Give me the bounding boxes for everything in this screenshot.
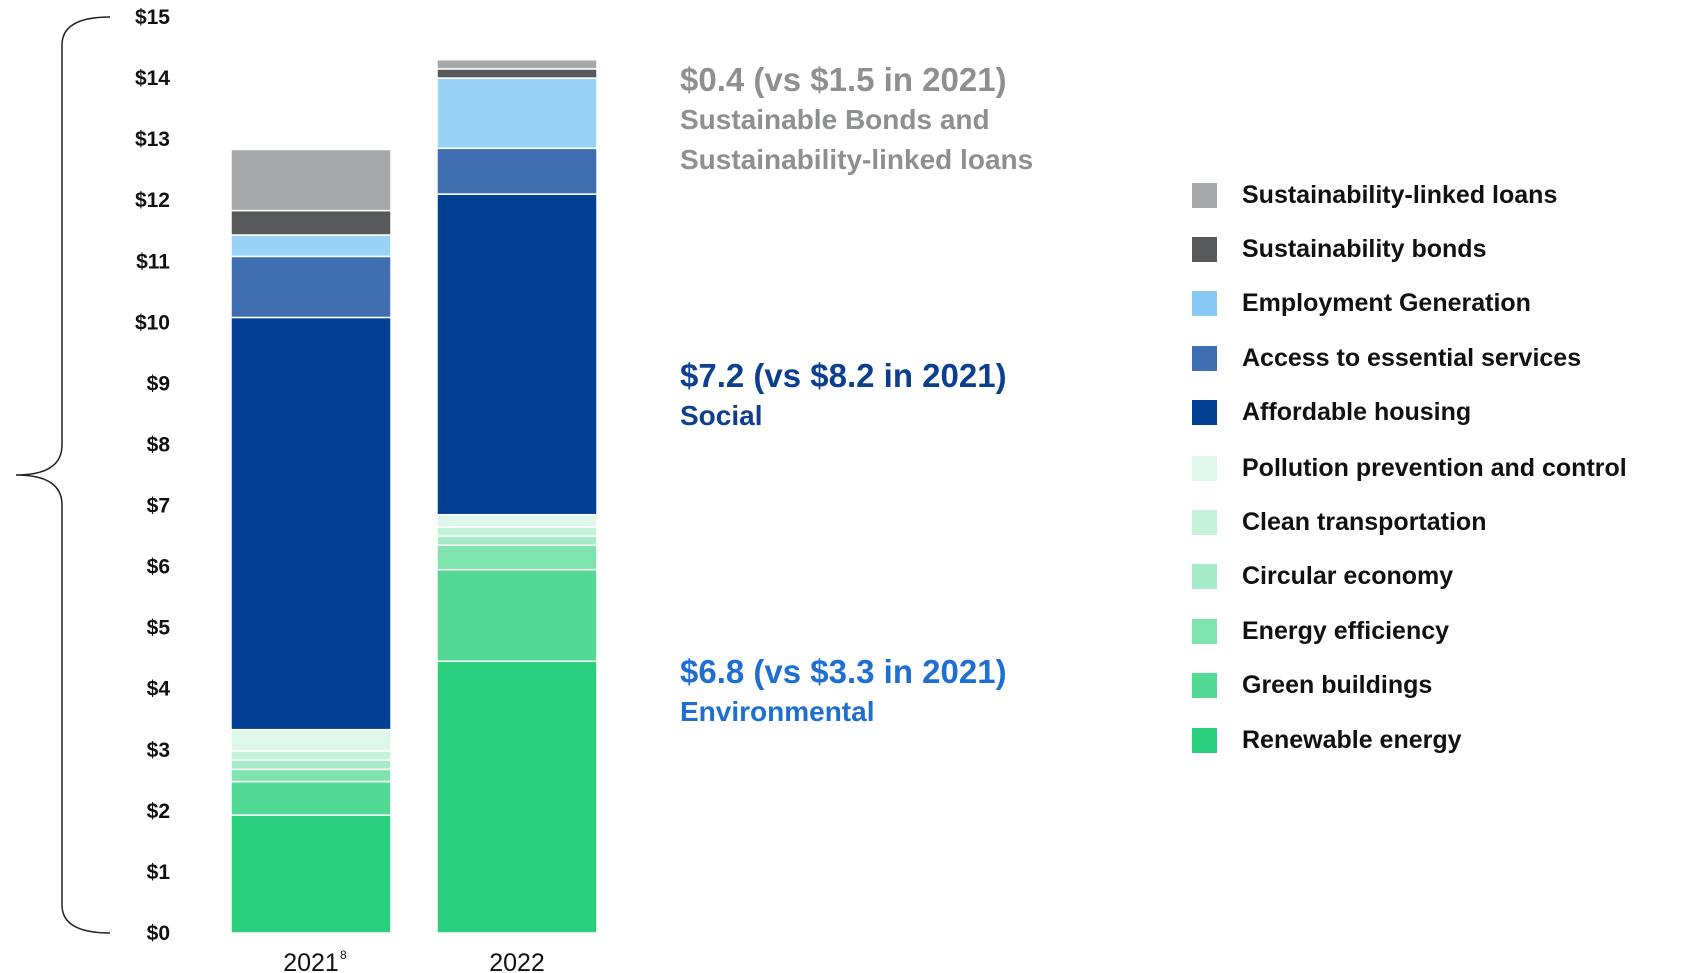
legend-swatch: [1192, 236, 1217, 262]
legend-item-affordable-housing: Affordable housing: [1192, 397, 1471, 427]
legend-swatch: [1192, 618, 1217, 644]
y-tick-label: $6: [147, 556, 170, 579]
bar-segment-renewable-energy-2021: [230, 814, 392, 934]
annotation-sustainable-label-line2: Sustainability-linked loans: [680, 144, 1034, 175]
y-tick-label: $3: [147, 739, 170, 762]
legend-label: Clean transportation: [1242, 507, 1487, 536]
annotation-environmental-label: Environmental: [680, 696, 875, 727]
bar-segment-access-to-essential-services-2022: [436, 147, 598, 195]
bar-segment-circular-economy-2022: [436, 535, 598, 546]
annotation-social-headline: $7.2 (vs $8.2 in 2021): [680, 357, 1007, 394]
bar-segment-sustainability-bonds-2022: [436, 68, 598, 79]
legend-swatch: [1192, 672, 1217, 698]
legend-item-green-buildings: Green buildings: [1192, 670, 1432, 700]
annotation-sustainable: $0.4 (vs $1.5 in 2021) Sustainable Bonds…: [680, 60, 1033, 180]
y-tick-label: $15: [135, 6, 170, 29]
legend-item-access-to-essential-services: Access to essential services: [1192, 343, 1581, 373]
y-tick-label: $8: [147, 433, 171, 456]
legend-label: Sustainability bonds: [1242, 234, 1487, 263]
bar-segment-access-to-essential-services-2021: [230, 255, 392, 319]
y-tick-label: $11: [136, 250, 170, 273]
bar-segment-energy-efficiency-2022: [436, 544, 598, 571]
legend-label: Green buildings: [1242, 670, 1433, 699]
legend-label: Employment Generation: [1242, 288, 1531, 317]
annotation-sustainable-label-line1: Sustainable Bonds and: [680, 104, 990, 135]
y-tick-label: $12: [135, 189, 170, 212]
bar-segment-green-buildings-2021: [230, 780, 392, 816]
bars: [230, 58, 598, 934]
legend-item-sustainability-linked-loans: Sustainability-linked loans: [1192, 180, 1557, 210]
bar-segment-renewable-energy-2022: [436, 660, 598, 934]
legend-item-pollution-prevention-and-control: Pollution prevention and control: [1192, 453, 1627, 483]
total-brace: [15, 16, 111, 934]
bar-segment-employment-generation-2022: [436, 77, 598, 150]
legend-item-energy-efficiency: Energy efficiency: [1192, 616, 1449, 646]
legend-item-sustainability-bonds: Sustainability bonds: [1192, 234, 1486, 264]
bar-segment-pollution-prevention-and-control-2021: [230, 728, 392, 752]
bar-segment-affordable-housing-2022: [436, 193, 598, 516]
bar-segment-pollution-prevention-and-control-2022: [436, 513, 598, 528]
bar-segment-green-buildings-2022: [436, 568, 598, 663]
y-tick-label: $2: [147, 800, 170, 823]
legend-label: Renewable energy: [1242, 725, 1462, 754]
x-tick-label-2021: 2021: [283, 949, 339, 973]
legend-swatch: [1192, 563, 1217, 589]
y-tick-label: $5: [147, 617, 171, 640]
bar-segment-sustainability-linked-loans-2021: [230, 148, 392, 212]
legend-swatch: [1192, 182, 1217, 208]
annotation-social: $7.2 (vs $8.2 in 2021) Social: [680, 356, 1007, 436]
annotation-environmental-headline: $6.8 (vs $3.3 in 2021): [680, 653, 1007, 690]
y-tick-label: $1: [147, 861, 171, 884]
legend-label: Circular economy: [1242, 561, 1454, 590]
annotation-sustainable-headline: $0.4 (vs $1.5 in 2021): [680, 61, 1007, 98]
legend-label: Energy efficiency: [1242, 616, 1450, 645]
legend-swatch: [1192, 455, 1217, 481]
legend-label: Affordable housing: [1242, 397, 1472, 426]
y-tick-label: $0: [147, 922, 170, 945]
bar-segment-clean-transportation-2021: [230, 750, 392, 761]
y-tick-label: $7: [147, 495, 170, 518]
legend-item-circular-economy: Circular economy: [1192, 561, 1453, 591]
bar-segment-affordable-housing-2021: [230, 316, 392, 731]
legend-label: Pollution prevention and control: [1242, 453, 1627, 482]
legend-swatch: [1192, 399, 1217, 425]
bar-segment-circular-economy-2021: [230, 759, 392, 771]
y-axis: $0 $1 $2 $3 $4 $5 $6 $7 $8 $9 $10 $11 $12 $13 $14 $15: [135, 6, 170, 945]
bar-segment-clean-transportation-2022: [436, 526, 598, 537]
legend-label: Sustainability-linked loans: [1242, 180, 1558, 209]
legend-swatch: [1192, 345, 1217, 371]
bar-segment-energy-efficiency-2021: [230, 768, 392, 783]
y-tick-label: $13: [135, 128, 170, 151]
bar-segment-employment-generation-2021: [230, 234, 392, 258]
y-tick-label: $9: [147, 372, 170, 395]
legend-item-clean-transportation: Clean transportation: [1192, 507, 1486, 537]
x-tick-label-2022: 2022: [489, 949, 545, 973]
y-tick-label: $4: [147, 678, 171, 701]
legend-swatch: [1192, 290, 1217, 316]
annotation-social-label: Social: [680, 400, 763, 431]
bar-segment-sustainability-linked-loans-2022: [436, 58, 598, 70]
x-tick-footnote: 8: [340, 948, 347, 962]
legend-swatch: [1192, 509, 1217, 535]
y-tick-label: $10: [135, 311, 170, 334]
bar-segment-sustainability-bonds-2021: [230, 209, 392, 236]
legend-swatch: [1192, 727, 1217, 753]
legend-item-employment-generation: Employment Generation: [1192, 288, 1531, 318]
legend-item-renewable-energy: Renewable energy: [1192, 725, 1462, 755]
x-axis: 2021 8 2022: [283, 948, 545, 973]
y-tick-label: $14: [135, 67, 170, 90]
annotation-environmental: $6.8 (vs $3.3 in 2021) Environmental: [680, 652, 1007, 732]
legend-label: Access to essential services: [1242, 343, 1582, 372]
